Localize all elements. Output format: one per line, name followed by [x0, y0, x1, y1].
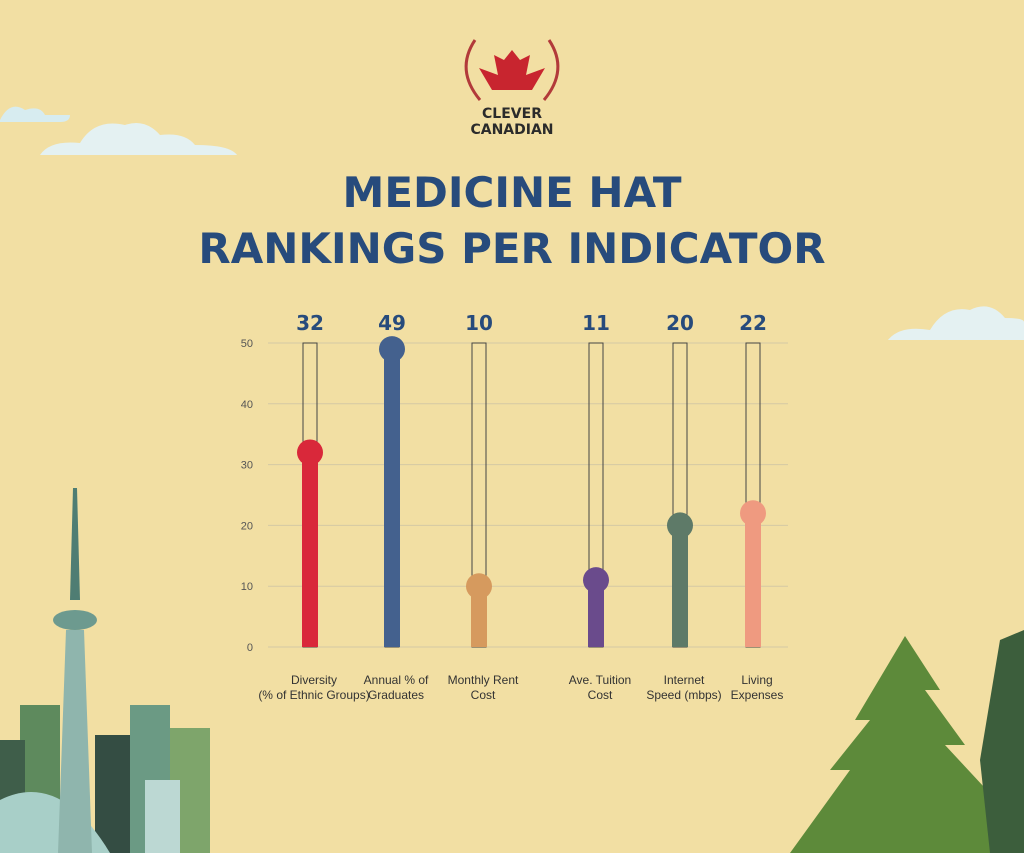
bar — [745, 513, 761, 647]
x-tick-label: Annual % of — [364, 673, 429, 687]
value-label: 22 — [739, 311, 767, 335]
bar-dot — [740, 500, 766, 527]
x-tick-label: Graduates — [368, 688, 424, 702]
bar-dot — [297, 439, 323, 466]
bar — [672, 525, 688, 647]
value-label: 20 — [666, 311, 694, 335]
brand: CANADIAN — [470, 122, 553, 138]
x-tick-label: (% of Ethnic Groups) — [258, 688, 369, 702]
value-label: 32 — [296, 311, 324, 335]
x-tick-label: Cost — [588, 688, 613, 702]
x-tick-label: Living — [741, 673, 772, 687]
y-tick-label: 40 — [241, 399, 253, 411]
bar-dot — [466, 573, 492, 600]
bar-dot — [583, 567, 609, 594]
bar — [302, 452, 318, 647]
y-tick-label: 0 — [247, 642, 253, 654]
value-label: 11 — [582, 311, 610, 335]
chart-title: MEDICINE HAT — [343, 168, 682, 217]
x-tick-label: Monthly Rent — [448, 673, 519, 687]
x-tick-label: Diversity — [291, 673, 337, 687]
x-tick-label: Cost — [471, 688, 496, 702]
decoration — [0, 39, 1024, 853]
y-tick-label: 10 — [241, 581, 253, 593]
y-tick-label: 30 — [241, 460, 253, 472]
y-tick-label: 20 — [241, 520, 253, 532]
x-tick-label: Ave. Tuition — [569, 673, 631, 687]
value-label: 49 — [378, 311, 406, 335]
brand: CLEVER — [482, 106, 542, 122]
x-tick-label: Internet — [664, 673, 705, 687]
y-tick-label: 50 — [241, 338, 253, 350]
chart-title: RANKINGS PER INDICATOR — [198, 224, 825, 273]
value-label: 10 — [465, 311, 493, 335]
x-tick-label: Expenses — [731, 688, 784, 702]
bar-dot — [667, 512, 693, 539]
bar-dot — [379, 336, 405, 363]
bar — [471, 586, 487, 647]
x-tick-label: Speed (mbps) — [646, 688, 721, 702]
bar — [384, 349, 400, 647]
bar — [588, 580, 604, 647]
